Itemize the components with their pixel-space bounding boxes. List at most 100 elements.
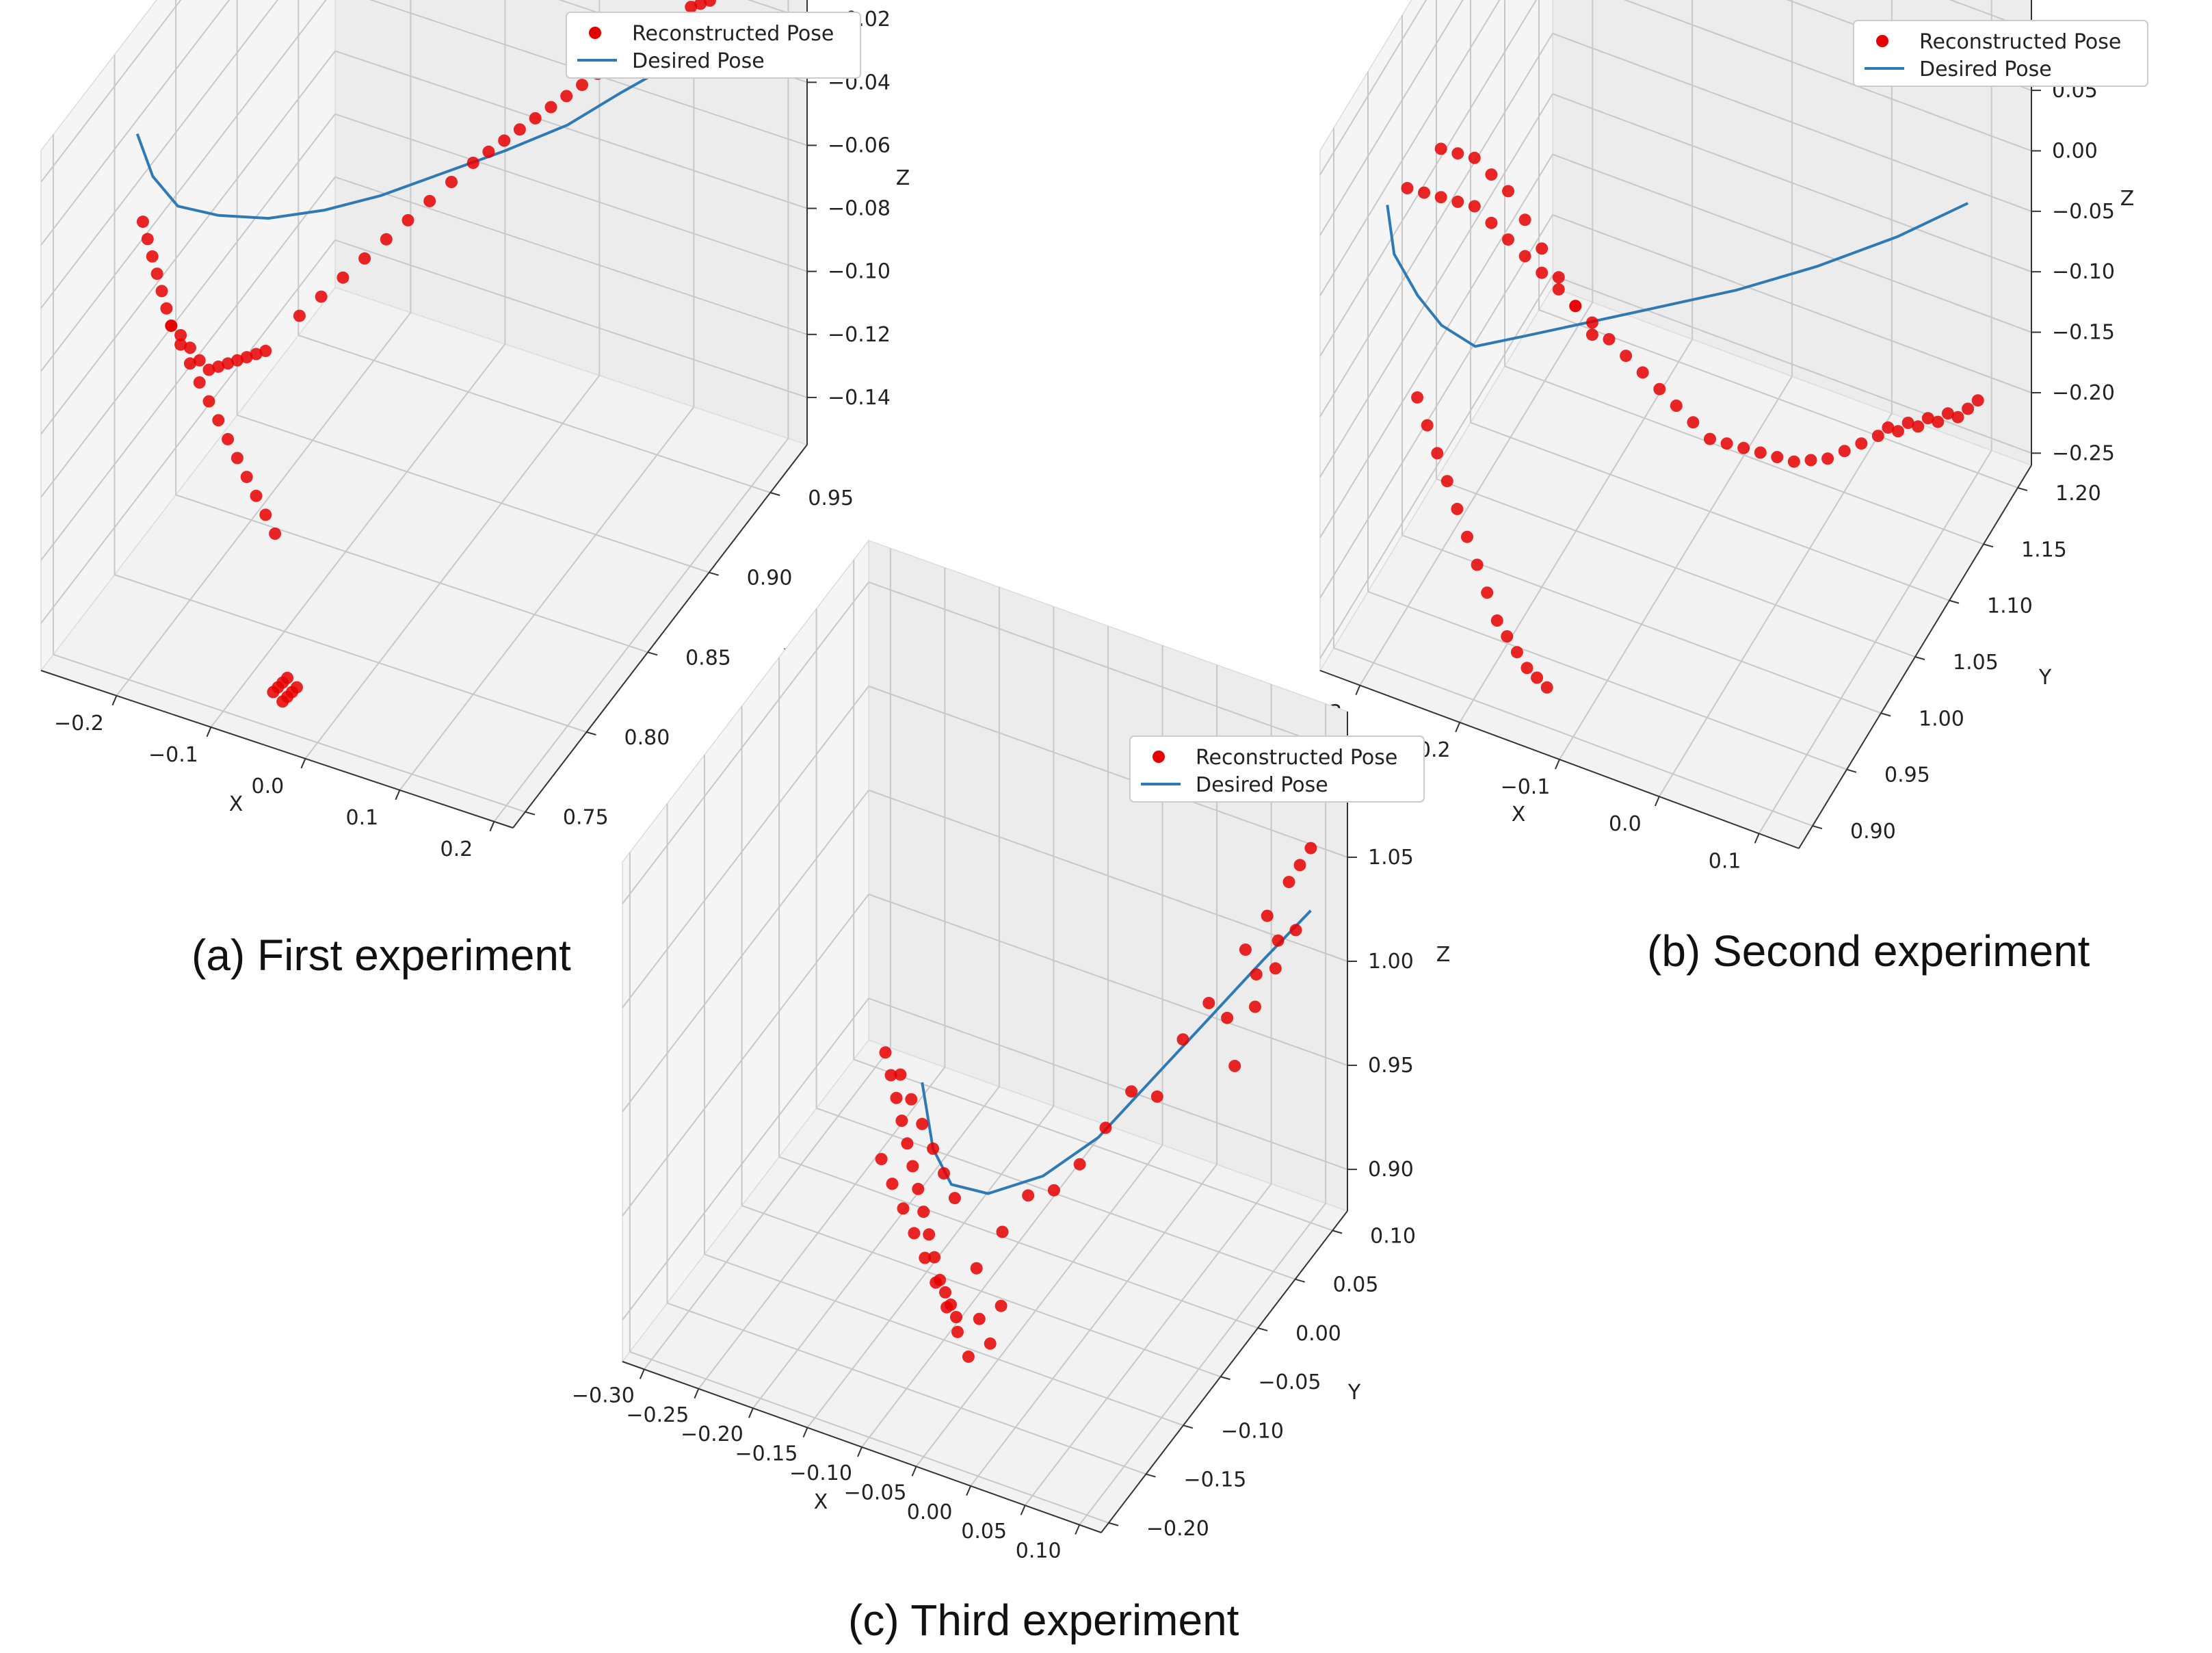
z-tick-label: 0.95 <box>1368 1054 1414 1078</box>
reconstructed-point <box>529 112 542 125</box>
y-gridline <box>1538 309 2018 489</box>
reconstructed-point <box>1540 681 1553 694</box>
reconstructed-point <box>576 79 588 92</box>
z-gridline <box>40 0 327 372</box>
reconstructed-point <box>141 233 154 246</box>
y-tick-mark <box>2017 486 2028 491</box>
x-tick-mark <box>395 790 401 801</box>
reconstructed-point <box>1552 283 1565 296</box>
reconstructed-point <box>1421 419 1434 432</box>
reconstructed-point <box>1603 333 1616 346</box>
reconstructed-point <box>1720 437 1733 450</box>
reconstructed-point <box>1073 1158 1086 1171</box>
y-tick-label: 0.95 <box>808 486 854 510</box>
reconstructed-point <box>1502 233 1514 246</box>
z-gridline <box>334 239 808 398</box>
caption-third-experiment: (c) Third experiment <box>848 1596 1239 1645</box>
z-gridline <box>1319 93 1553 478</box>
reconstructed-point <box>912 1182 925 1195</box>
panel-first-experiment: −0.2−0.10.00.10.20.750.800.850.900.950.0… <box>40 0 910 861</box>
reconstructed-point <box>1636 366 1649 379</box>
z-gridline <box>1319 0 1427 175</box>
x-axis-label: X <box>814 1490 828 1514</box>
reconstructed-point <box>212 360 225 373</box>
reconstructed-point <box>1434 142 1447 155</box>
z-gridline <box>622 582 869 904</box>
reconstructed-point <box>445 176 458 188</box>
z-tick-label: −0.14 <box>828 386 891 410</box>
reconstructed-point <box>1510 646 1523 659</box>
z-gridline <box>1552 93 2032 273</box>
reconstructed-point <box>293 309 306 322</box>
reconstructed-point <box>1440 475 1453 488</box>
y-tick-label: 1.15 <box>2021 538 2067 562</box>
reconstructed-point <box>1228 1060 1241 1072</box>
y-gridline <box>704 1253 1184 1427</box>
y-gridline <box>629 1351 1109 1524</box>
z-tick-label: −0.25 <box>2052 441 2115 465</box>
y-tick-label: 0.05 <box>1333 1273 1379 1297</box>
reconstructed-point <box>1099 1121 1112 1134</box>
x-gridline <box>493 438 789 822</box>
x-tick-mark <box>1555 759 1560 770</box>
reconstructed-point <box>1434 191 1447 204</box>
reconstructed-point <box>1471 558 1484 571</box>
z-gridline <box>868 685 1348 858</box>
z-tick-label: −0.10 <box>828 260 891 284</box>
z-tick-label: 1.00 <box>1368 950 1414 974</box>
reconstructed-point <box>1871 430 1884 443</box>
y-tick-label: 0.10 <box>1370 1224 1416 1248</box>
y-axis-line <box>512 444 808 829</box>
reconstructed-point <box>1787 455 1800 468</box>
reconstructed-point <box>1585 328 1598 341</box>
reconstructed-point <box>1653 382 1666 395</box>
reconstructed-point <box>879 1046 892 1059</box>
reconstructed-point <box>1221 1011 1234 1024</box>
reconstructed-point <box>1704 432 1716 445</box>
reconstructed-point <box>482 145 495 158</box>
reconstructed-point <box>1536 266 1549 279</box>
y-gridline <box>778 1156 1259 1329</box>
x-gridline <box>915 1144 1163 1468</box>
reconstructed-point <box>897 1202 910 1215</box>
reconstructed-point <box>1552 271 1565 284</box>
reconstructed-point <box>927 1142 940 1155</box>
legend-label-reconstructed: Reconstructed Pose <box>632 22 834 46</box>
x-tick-label: −0.15 <box>735 1442 798 1466</box>
x-tick-mark <box>1075 1524 1081 1535</box>
y-tick-label: 0.90 <box>1850 820 1896 844</box>
y-tick-label: −0.15 <box>1183 1468 1246 1492</box>
x-tick-label: 0.0 <box>252 775 285 798</box>
x-tick-label: 0.0 <box>1609 812 1642 836</box>
x-tick-mark <box>1754 833 1760 844</box>
y-tick-label: 0.95 <box>1884 764 1930 788</box>
z-gridline <box>622 686 869 1008</box>
y-tick-mark <box>1812 825 1823 830</box>
y-tick-label: 0.80 <box>624 726 670 750</box>
x-tick-mark <box>911 1466 917 1476</box>
reconstructed-point <box>901 1137 914 1150</box>
x-gridline <box>1079 1203 1326 1526</box>
reconstructed-point <box>202 395 215 408</box>
reconstructed-point <box>886 1177 899 1190</box>
x-tick-label: −0.2 <box>54 712 104 736</box>
back-pane <box>334 0 808 446</box>
reconstructed-point <box>1418 186 1431 199</box>
y-tick-label: 0.75 <box>563 806 609 830</box>
y-tick-mark <box>1108 1522 1119 1526</box>
reconstructed-point <box>423 194 436 207</box>
legend-label-reconstructed: Reconstructed Pose <box>1196 746 1397 770</box>
reconstructed-point <box>193 354 206 367</box>
z-gridline <box>1949 0 2032 31</box>
reconstructed-point <box>1892 425 1904 438</box>
z-gridline <box>1319 154 1553 538</box>
reconstructed-point <box>1481 586 1494 599</box>
legend-marker-reconstructed <box>1876 35 1888 47</box>
x-axis-line <box>40 670 514 829</box>
reconstructed-point <box>269 528 282 540</box>
reconstructed-point <box>1250 968 1263 981</box>
reconstructed-point <box>1912 420 1925 433</box>
reconstructed-point <box>996 1225 1009 1238</box>
z-gridline <box>622 790 869 1112</box>
reconstructed-point <box>905 1093 918 1106</box>
